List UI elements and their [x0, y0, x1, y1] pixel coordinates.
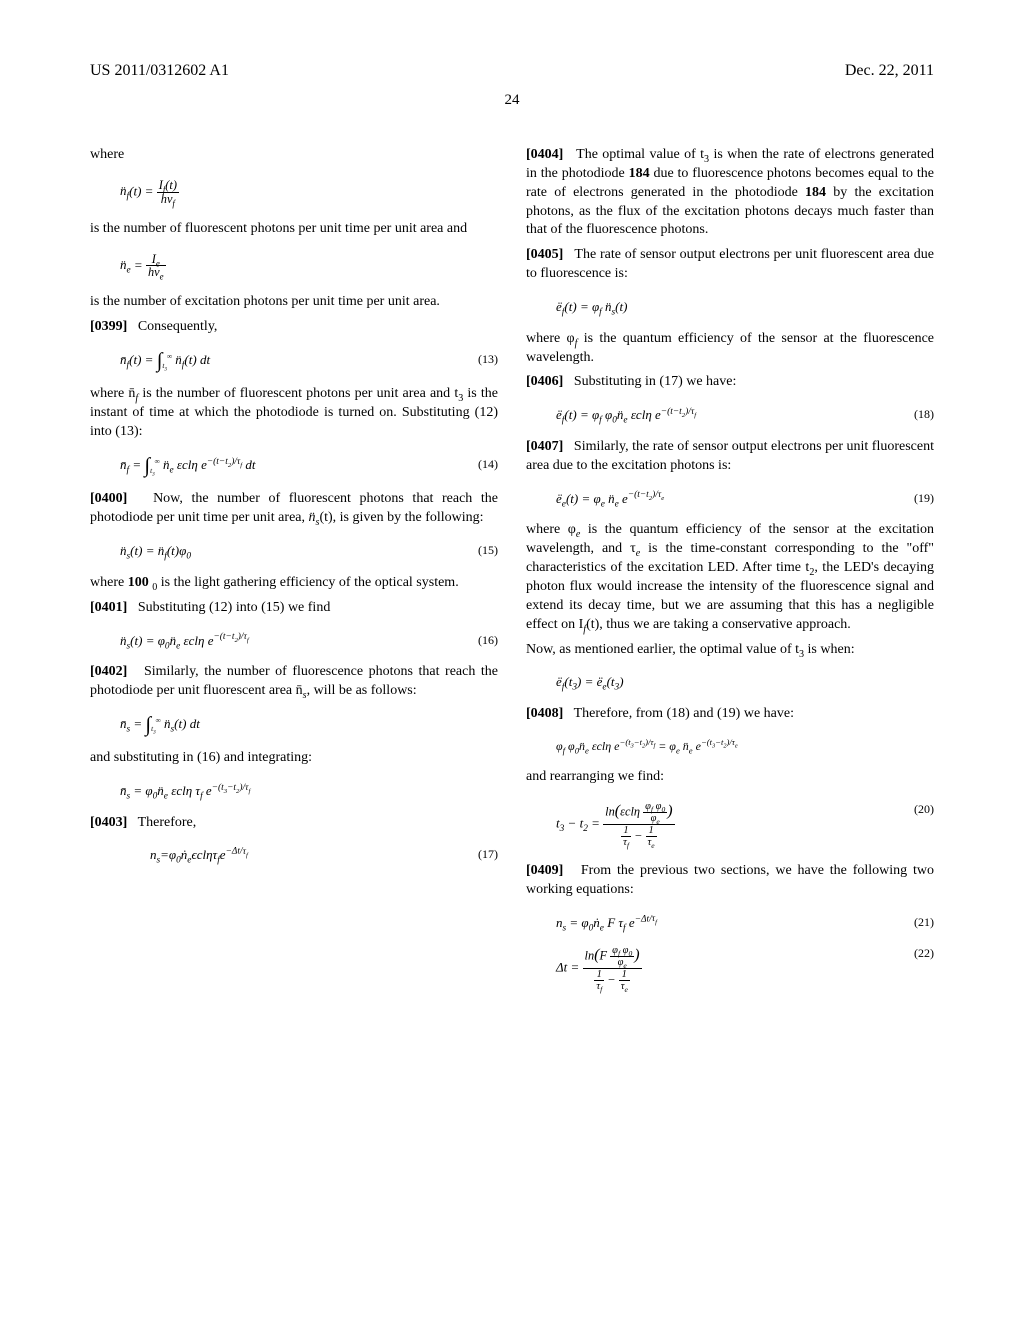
- eq-17-num: (17): [478, 846, 498, 862]
- pub-number: US 2011/0312602 A1: [90, 60, 229, 82]
- page-number: 24: [90, 90, 934, 110]
- ref-0408: [0408]: [526, 706, 563, 721]
- para-nf-desc: is the number of fluorescent photons per…: [90, 220, 498, 239]
- eq-15-num: (15): [478, 542, 498, 558]
- eq-20-num: (20): [914, 801, 934, 817]
- eq-ne-dot-def: n̈e = Iehνe: [120, 253, 498, 280]
- ref-0407: [0407]: [526, 439, 563, 454]
- page: US 2011/0312602 A1 Dec. 22, 2011 24 wher…: [0, 0, 1024, 1320]
- ref-0403: [0403]: [90, 815, 127, 830]
- right-column: [0404] The optimal value of t3 is when t…: [526, 140, 934, 1007]
- para-sub16int: and substituting in (16) and integrating…: [90, 749, 498, 768]
- para-0404: [0404] The optimal value of t3 is when t…: [526, 146, 934, 240]
- para-0400: [0400] Now, the number of fluorescent ph…: [90, 490, 498, 528]
- para-rearranging: and rearranging we find:: [526, 768, 934, 787]
- para-0409: [0409] From the previous two sections, w…: [526, 862, 934, 900]
- eq-ef-def: ëf(t) = φf n̈s(t): [556, 298, 934, 316]
- eq-22-num: (22): [914, 945, 934, 961]
- para-0405-text: The rate of sensor output electrons per …: [526, 247, 934, 281]
- eq-20: t3 − t2 = ln(εclη φf φ0φe) 1τf − 1τe (20…: [556, 801, 934, 848]
- two-columns: where n̈f(t) = If(t)hνf is the number of…: [90, 140, 934, 1007]
- eq-18-num: (18): [914, 406, 934, 422]
- para-ne-desc: is the number of excitation photons per …: [90, 293, 498, 312]
- para-phie-desc: where φe is the quantum efficiency of th…: [526, 521, 934, 634]
- eq-nsbar-int: n̄s = ∫t3∞ n̈s(t) dt: [120, 715, 498, 735]
- para-0405: [0405] The rate of sensor output electro…: [526, 246, 934, 284]
- eq-15: n̈s(t) = n̈f(t)φ0 (15): [120, 542, 498, 560]
- para-0409-text: From the previous two sections, we have …: [526, 863, 934, 897]
- ref-0400: [0400]: [90, 491, 127, 506]
- para-0406-text: Substituting in (17) we have:: [574, 374, 737, 389]
- eq-17: ns=φ0ṅeϵclητfe−Δt/τf (17): [150, 846, 498, 864]
- para-phif-desc: where φf is the quantum efficiency of th…: [526, 330, 934, 368]
- ref-0406: [0406]: [526, 374, 563, 389]
- para-0403: [0403] Therefore,: [90, 814, 498, 833]
- para-0407: [0407] Similarly, the rate of sensor out…: [526, 438, 934, 476]
- eq-19: ëe(t) = φe n̈e e−(t−t2)/τe (19): [556, 490, 934, 508]
- eq-16-num: (16): [478, 632, 498, 648]
- eq-16: n̈s(t) = φ0n̈e εclη e−(t−t2)/τf (16): [120, 632, 498, 650]
- para-0399-text: Consequently,: [138, 319, 218, 334]
- para-optimal-t3: Now, as mentioned earlier, the optimal v…: [526, 641, 934, 660]
- eq-14-num: (14): [478, 456, 498, 472]
- eq-22: Δt = ln(F φf φ0φe) 1τf − 1τe (22): [556, 945, 934, 992]
- eq-18-19-combined: φf φ0n̈e εclη e−(t3−t2)/τf = φe n̈e e−(t…: [556, 738, 934, 754]
- eq-14: n̄f = ∫t3∞ n̈e εclη e−(t−t2)/τf dt (14): [120, 456, 498, 476]
- eq-13-num: (13): [478, 351, 498, 367]
- para-0406: [0406] Substituting in (17) we have:: [526, 373, 934, 392]
- eq-21: ns = φ0ṅe F τf e−Δt/τf (21): [556, 914, 934, 932]
- para-0403-text: Therefore,: [138, 815, 197, 830]
- para-nfbar-desc: where n̄f is the number of fluorescent p…: [90, 385, 498, 442]
- ref-0405: [0405]: [526, 247, 563, 262]
- para-0399: [0399] Consequently,: [90, 318, 498, 337]
- ref-0404: [0404]: [526, 147, 563, 162]
- para-0402: [0402] Similarly, the number of fluoresc…: [90, 663, 498, 701]
- para-0408-text: Therefore, from (18) and (19) we have:: [574, 706, 794, 721]
- header-row: US 2011/0312602 A1 Dec. 22, 2011: [90, 60, 934, 82]
- left-column: where n̈f(t) = If(t)hνf is the number of…: [90, 140, 498, 1007]
- para-0401-text: Substituting (12) into (15) we find: [138, 600, 331, 615]
- para-0401: [0401] Substituting (12) into (15) we fi…: [90, 599, 498, 618]
- eq-13: n̄f(t) = ∫t3∞ n̈f(t) dt (13): [120, 351, 498, 371]
- para-0407-text: Similarly, the rate of sensor output ele…: [526, 439, 934, 473]
- eq-ef-ee-t3: ëf(t3) = ëe(t3): [556, 673, 934, 691]
- eq-nf-dot-def: n̈f(t) = If(t)hνf: [120, 179, 498, 206]
- ref-0402: [0402]: [90, 664, 127, 679]
- para-0408: [0408] Therefore, from (18) and (19) we …: [526, 705, 934, 724]
- para-phi0-desc: where 100 0 is the light gathering effic…: [90, 574, 498, 593]
- eq-21-num: (21): [914, 914, 934, 930]
- para-where: where: [90, 146, 498, 165]
- eq-19-num: (19): [914, 490, 934, 506]
- eq-nsbar-res: n̄s = φ0n̈e εclη τf e−(t3−t2)/τf: [120, 782, 498, 800]
- eq-18: ëf(t) = φf φ0n̈e εclη e−(t−t2)/τf (18): [556, 406, 934, 424]
- ref-0399: [0399]: [90, 319, 127, 334]
- ref-0409: [0409]: [526, 863, 563, 878]
- pub-date: Dec. 22, 2011: [845, 60, 934, 82]
- ref-0401: [0401]: [90, 600, 127, 615]
